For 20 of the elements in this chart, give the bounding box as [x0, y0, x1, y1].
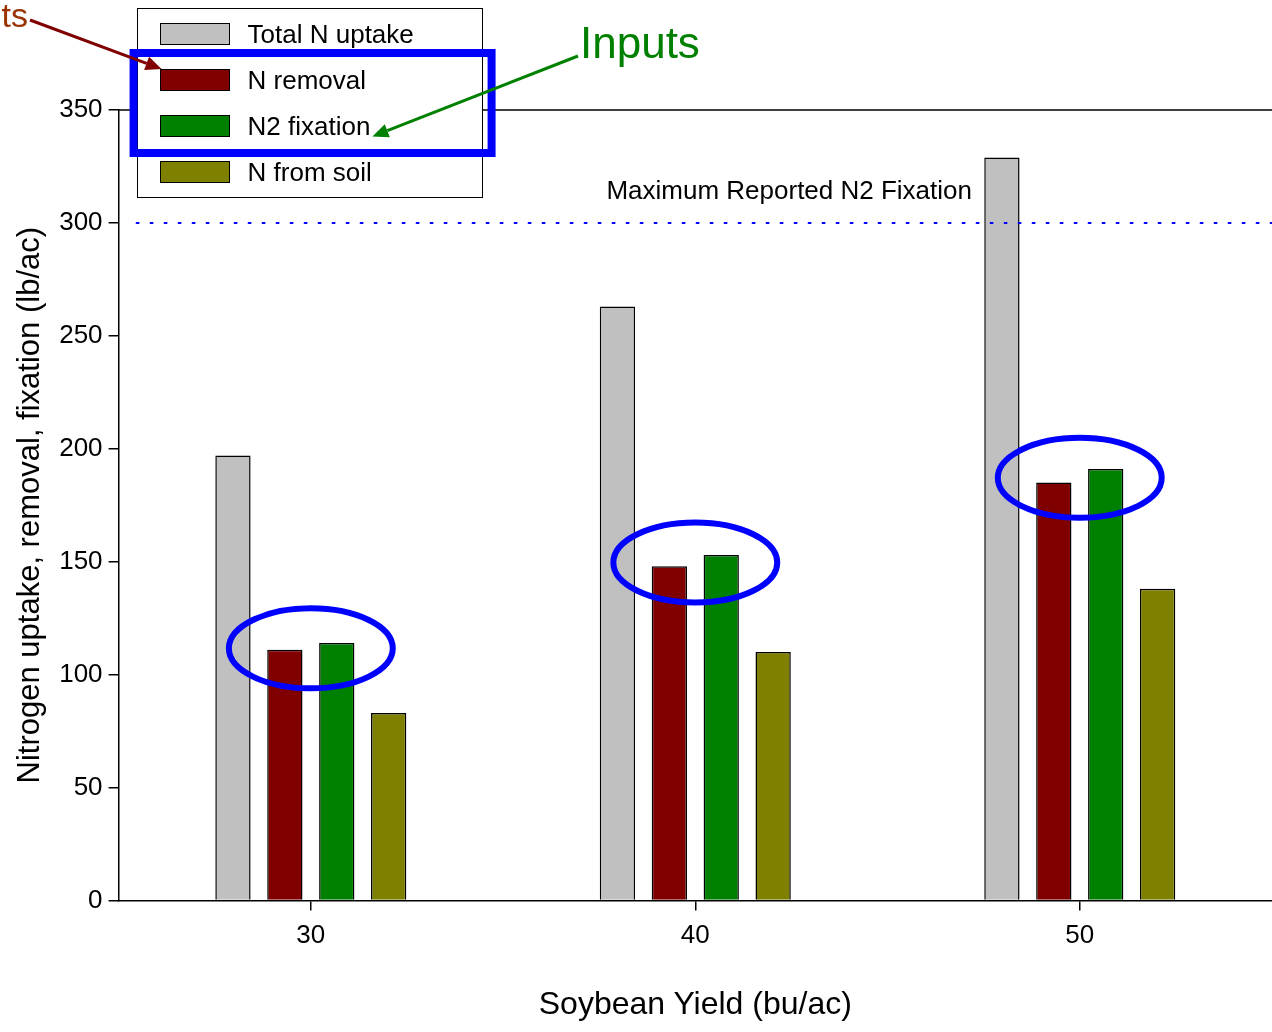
y-tick-label: 250 [59, 319, 103, 349]
x-tick-label: 40 [680, 919, 710, 950]
y-tick-label: 50 [73, 770, 103, 801]
y-axis-title: Nitrogen uptake, removal, fixation (lb/ac) [11, 226, 47, 784]
y-tick-label: 150 [59, 544, 103, 575]
legend-label: N removal [247, 64, 367, 96]
y-tick-label: 200 [59, 431, 103, 462]
x-tick-label: 30 [296, 919, 326, 950]
y-tick-label: 100 [59, 657, 103, 688]
legend-label: N2 fixation [247, 110, 371, 142]
y-tick-label: 350 [59, 93, 103, 124]
ref-line-label: Maximum Reported N2 Fixation [606, 175, 972, 206]
legend-label: Total N uptake [247, 18, 414, 50]
text: Inputs [580, 18, 700, 68]
text: ts [1, 0, 28, 35]
y-tick-label: 300 [59, 206, 103, 237]
x-tick-label: 50 [1065, 919, 1095, 950]
legend-label: N from soil [247, 156, 372, 188]
y-tick-label: 0 [88, 883, 103, 914]
x-axis-title: Soybean Yield (bu/ac) [538, 984, 852, 1021]
